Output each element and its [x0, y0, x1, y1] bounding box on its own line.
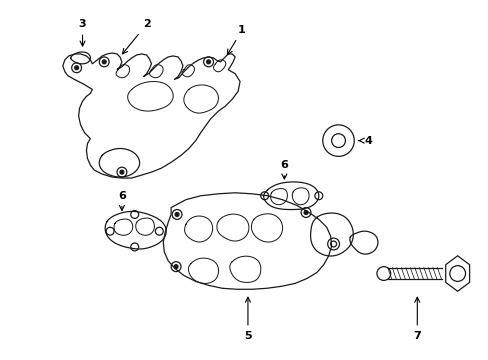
Text: 5: 5	[244, 297, 251, 341]
Circle shape	[174, 265, 178, 269]
Text: 3: 3	[79, 19, 86, 46]
Text: 7: 7	[412, 297, 420, 341]
Circle shape	[175, 212, 179, 216]
Text: 6: 6	[280, 160, 288, 179]
Text: 1: 1	[227, 25, 245, 54]
Circle shape	[304, 211, 307, 215]
Circle shape	[102, 60, 106, 64]
Circle shape	[206, 60, 210, 64]
Text: 2: 2	[122, 19, 150, 54]
Circle shape	[75, 66, 79, 70]
Circle shape	[120, 170, 123, 174]
Text: 6: 6	[118, 191, 125, 211]
Text: 4: 4	[358, 136, 371, 145]
